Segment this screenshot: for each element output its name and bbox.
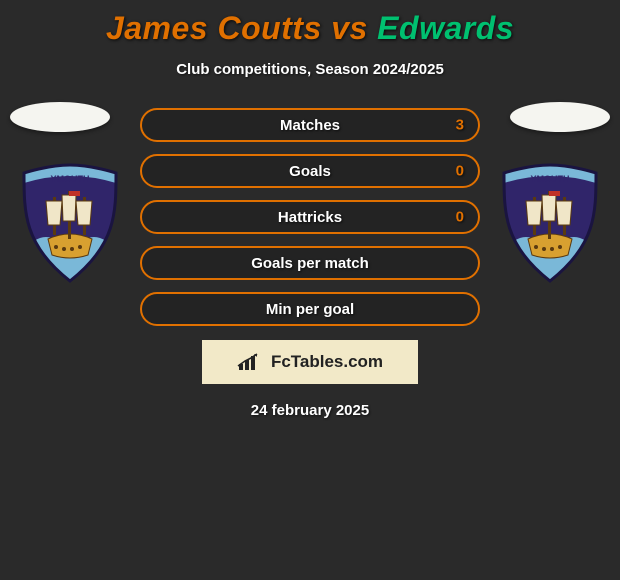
stat-value: 0 — [456, 209, 464, 226]
player1-avatar-placeholder — [10, 102, 110, 132]
stat-value: 3 — [456, 117, 464, 134]
player2-club-crest: YMOUTH — [500, 163, 600, 283]
stat-label: Goals per match — [251, 255, 369, 272]
comparison-panel: YMOUTH YMOUTH — [0, 108, 620, 419]
stat-label: Goals — [289, 163, 331, 180]
stat-label: Matches — [280, 117, 340, 134]
player2-name: Edwards — [377, 10, 514, 46]
player1-club-crest: YMOUTH — [20, 163, 120, 283]
date-text: 24 february 2025 — [0, 402, 620, 419]
stats-rows: Matches 3 Goals 0 Hattricks 0 Goals per … — [140, 108, 480, 326]
vs-text: vs — [331, 10, 368, 46]
player1-name: James Coutts — [106, 10, 322, 46]
stat-value: 0 — [456, 163, 464, 180]
crest-text: YMOUTH — [51, 174, 90, 184]
page-title: James Coutts vs Edwards — [0, 0, 620, 47]
stat-row: Hattricks 0 — [140, 200, 480, 234]
stat-row: Goals 0 — [140, 154, 480, 188]
player2-avatar-placeholder — [510, 102, 610, 132]
stat-row: Min per goal — [140, 292, 480, 326]
source-logo-text: FcTables.com — [271, 352, 383, 372]
stat-label: Hattricks — [278, 209, 342, 226]
stat-row: Goals per match — [140, 246, 480, 280]
stat-label: Min per goal — [266, 301, 354, 318]
stat-row: Matches 3 — [140, 108, 480, 142]
subtitle: Club competitions, Season 2024/2025 — [0, 61, 620, 78]
chart-icon — [237, 352, 265, 372]
source-logo: FcTables.com — [202, 340, 418, 384]
crest-text: YMOUTH — [531, 174, 570, 184]
